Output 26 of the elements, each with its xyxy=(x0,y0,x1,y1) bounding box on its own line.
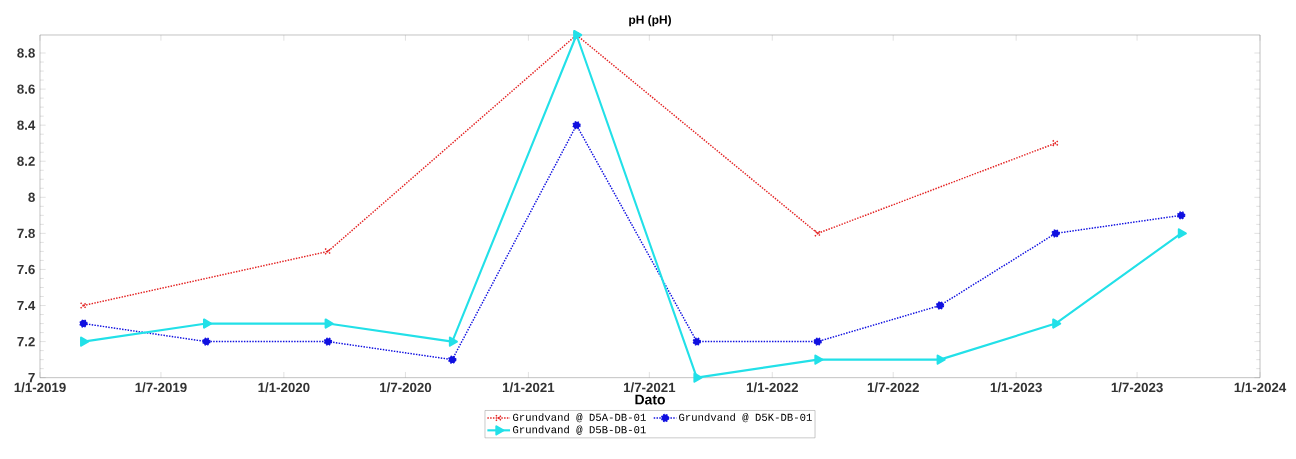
x-axis-title: Dato xyxy=(635,394,665,405)
x-tick-label: 1/1-2019 xyxy=(14,382,66,393)
legend-label: Grundvand @ D5K-DB-01 xyxy=(679,413,812,423)
x-tick-label: 1/7-2022 xyxy=(867,382,919,393)
y-tick-label: 7.6 xyxy=(17,264,35,275)
y-tick-label: 8.6 xyxy=(17,84,35,94)
legend-label: Grundvand @ D5A-DB-01 xyxy=(513,413,646,423)
x-tick-label: 1/7-2021 xyxy=(623,382,676,393)
y-tick-label: 7.2 xyxy=(17,336,35,347)
y-tick-label: 7 xyxy=(28,373,35,383)
y-tick-label: 8 xyxy=(28,192,35,203)
y-tick-label: 7.4 xyxy=(17,300,36,311)
legend-label: Grundvand @ D5B-DB-01 xyxy=(513,425,646,435)
x-tick-label: 1/1-2023 xyxy=(990,382,1042,393)
y-tick-label: 7.8 xyxy=(17,228,35,239)
y-tick-label: 8.4 xyxy=(17,120,36,130)
y-tick-label: 8.8 xyxy=(17,48,35,58)
y-tick-label: 8.2 xyxy=(17,156,35,166)
x-tick-label: 1/1-2022 xyxy=(746,382,798,393)
x-tick-label: 1/7-2020 xyxy=(380,382,432,393)
chart-title: pH (pH) xyxy=(629,15,671,27)
x-tick-label: 1/1-2021 xyxy=(503,382,555,393)
x-tick-label: 1/1-2020 xyxy=(258,382,310,393)
x-tick-label: 1/7-2019 xyxy=(135,382,187,393)
x-tick-label: 1/1-2024 xyxy=(1234,382,1287,393)
x-tick-label: 1/7-2023 xyxy=(1111,382,1163,393)
